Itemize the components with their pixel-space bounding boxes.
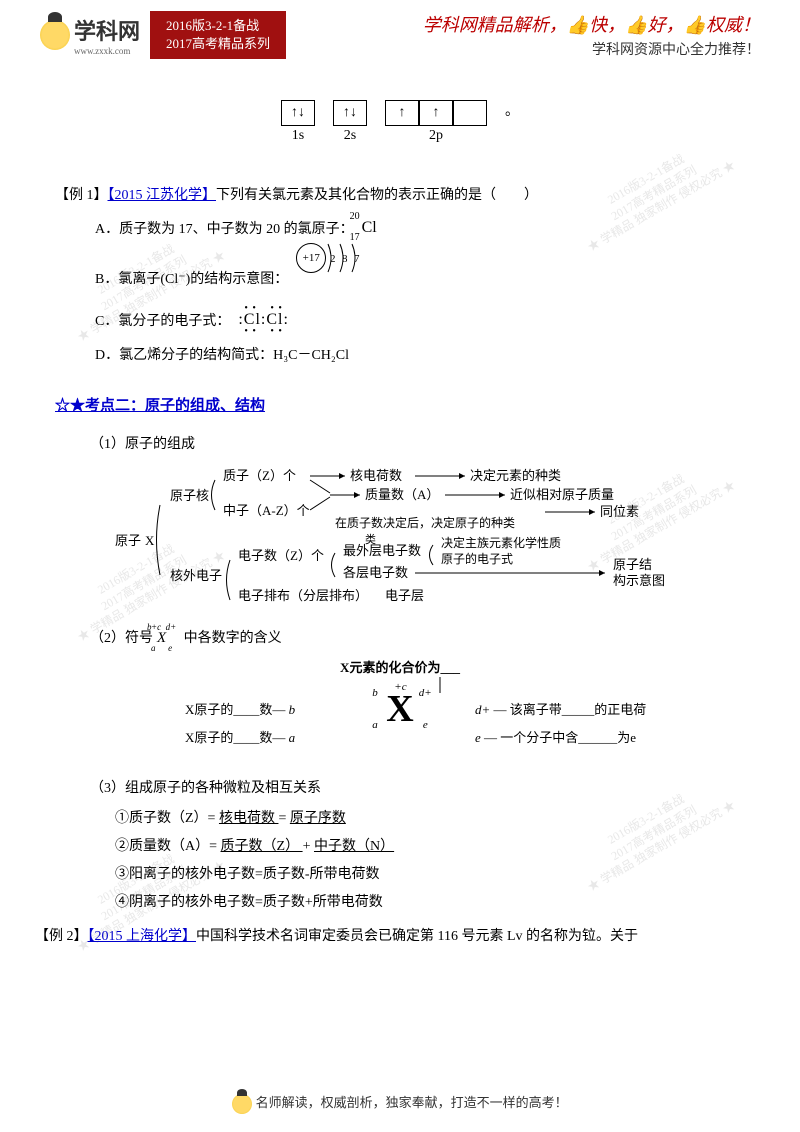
svg-text:构示意图: 构示意图 xyxy=(613,573,665,588)
option-c: C．氯分子的电子式： • • • • • • • • :Cl:Cl: xyxy=(95,310,745,330)
section-title: ☆★考点二：原子的组成、结构 xyxy=(55,394,745,415)
header-slogan: 学科网精品解析，👍快，👍好，👍权威！ xyxy=(423,11,760,37)
option-text: C．氯分子的电子式： xyxy=(95,310,230,330)
orbital-box: ↑ xyxy=(385,100,419,126)
banner-line: 2017高考精品系列 xyxy=(166,35,270,53)
orbital-box: ↑↓ xyxy=(333,100,367,126)
example-tag: 【例 1】 xyxy=(55,188,108,203)
option-d: D．氯乙烯分子的结构简式：H₃C－CH₂Cl xyxy=(95,344,745,364)
header-subtitle: 学科网资源中心全力推荐！ xyxy=(423,39,760,59)
formula-2: ②质量数（A）= 质子数（Z） + 中子数（N） xyxy=(115,835,745,855)
svg-text:核外电子: 核外电子 xyxy=(170,568,222,583)
sub-item-2: （2）符号 +c a X d+ e b 中各数字的含义 xyxy=(90,627,745,647)
formula-3: ③阳离子的核外电子数=质子数-所带电荷数 xyxy=(115,863,745,883)
option-text: A．质子数为 17、中子数为 20 的氯原子： xyxy=(95,218,354,238)
orbital-label: 2p xyxy=(429,128,443,144)
tree-diagram: 原子 X 原子核 质子（Z）个 核电荷数 决定元素的种类 质量数（A） 近似相对… xyxy=(115,465,755,615)
example-1: 【例 1】【2015 江苏化学】下列有关氯元素及其化合物的表示正确的是（ ） xyxy=(55,184,745,204)
svg-text:决定主族元素化学性质: 决定主族元素化学性质 xyxy=(441,535,561,550)
atom-nucleus: +17 xyxy=(296,243,326,273)
svg-text:质量数（A）: 质量数（A） xyxy=(365,487,439,502)
orbital-box: ↑ xyxy=(419,100,453,126)
logo-url: www.zxxk.com xyxy=(74,46,140,56)
example-tag: 【例 2】 xyxy=(35,929,88,944)
svg-text:8: 8 xyxy=(342,253,348,265)
svg-text:原子的电子式: 原子的电子式 xyxy=(441,551,513,566)
series-banner: 2016版3-2-1备战 2017高考精品系列 xyxy=(150,11,286,59)
svg-text:X: X xyxy=(145,533,155,548)
svg-text:各层电子数: 各层电子数 xyxy=(343,565,408,580)
symbol-diagram: X元素的化合价为___ X原子的____数— b b a +c X d+ e d… xyxy=(55,657,745,767)
orbital-label: 1s xyxy=(292,128,304,144)
orbital-box xyxy=(453,100,487,126)
example-2: 【例 2】【2015 上海化学】中国科学技术名词审定委员会已确定第 116 号元… xyxy=(35,925,745,945)
sub-item-3: （3）组成原子的各种微粒及相互关系 xyxy=(90,777,745,797)
banner-line: 2016版3-2-1备战 xyxy=(166,17,270,35)
logo-text: 学科网 xyxy=(74,14,140,46)
svg-text:电子层: 电子层 xyxy=(385,588,424,603)
content: ↑↓ 1s ↑↓ 2s ↑ ↑ 2p 。 【例 1】【2015 江苏化学】下列有… xyxy=(0,70,800,945)
footer-icon xyxy=(232,1094,252,1114)
sub-item-1: （1）原子的组成 xyxy=(90,433,745,453)
option-a: A．质子数为 17、中子数为 20 的氯原子： 20 17 Cl xyxy=(95,218,745,238)
footer-text: 名师解读，权威剖析，独家奉献，打造不一样的高考！ xyxy=(256,1095,568,1110)
svg-text:近似相对原子质量: 近似相对原子质量 xyxy=(510,487,614,502)
svg-text:中子（A-Z）个: 中子（A-Z）个 xyxy=(223,503,310,518)
logo: 学科网 www.zxxk.com xyxy=(0,14,140,56)
header-right: 学科网精品解析，👍快，👍好，👍权威！ 学科网资源中心全力推荐！ xyxy=(423,11,800,59)
example-question: 中国科学技术名词审定委员会已确定第 116 号元素 Lv 的名称为𫟷。关于 xyxy=(196,929,638,944)
lewis-structure: • • • • • • • • :Cl:Cl: xyxy=(238,311,289,329)
example-source: 【2015 江苏化学】 xyxy=(108,188,217,203)
orbital-diagram: ↑↓ 1s ↑↓ 2s ↑ ↑ 2p 。 xyxy=(55,100,745,144)
svg-text:原子核: 原子核 xyxy=(170,488,209,503)
svg-text:在质子数决定后，决定原子的种类: 在质子数决定后，决定原子的种类 xyxy=(335,515,515,530)
svg-text:最外层电子数: 最外层电子数 xyxy=(343,543,421,558)
svg-text:原子结: 原子结 xyxy=(613,557,652,572)
page-header: 学科网 www.zxxk.com 2016版3-2-1备战 2017高考精品系列… xyxy=(0,0,800,70)
svg-text:同位素: 同位素 xyxy=(600,504,639,519)
svg-text:电子排布（分层排布）: 电子排布（分层排布） xyxy=(238,588,368,603)
nuclide-symbol: Cl xyxy=(362,219,377,236)
option-b: B．氯离子(Cl⁻)的结构示意图： +17 287 xyxy=(95,260,745,296)
svg-text:原子: 原子 xyxy=(115,533,141,548)
page-footer: 名师解读，权威剖析，独家奉献，打造不一样的高考！ xyxy=(0,1092,800,1114)
option-text: D．氯乙烯分子的结构简式：H₃C－CH₂Cl xyxy=(95,344,349,364)
svg-text:2: 2 xyxy=(330,253,336,265)
svg-text:核电荷数: 核电荷数 xyxy=(350,468,402,483)
formula-4: ④阴离子的核外电子数=质子数+所带电荷数 xyxy=(115,891,745,911)
option-text: B．氯离子(Cl⁻)的结构示意图： xyxy=(95,268,288,288)
orbital-box: ↑↓ xyxy=(281,100,315,126)
svg-text:质子（Z）个: 质子（Z）个 xyxy=(223,468,296,483)
example-source: 【2015 上海化学】 xyxy=(88,929,197,944)
svg-text:7: 7 xyxy=(354,253,360,265)
formula-1: ①质子数（Z）= 核电荷数 = 原子序数 xyxy=(115,807,745,827)
atom-composition-diagram: 原子 X 原子核 质子（Z）个 核电荷数 决定元素的种类 质量数（A） 近似相对… xyxy=(115,465,745,615)
svg-text:决定元素的种类: 决定元素的种类 xyxy=(470,468,561,483)
orbital-label: 2s xyxy=(344,128,356,144)
logo-icon xyxy=(40,20,70,50)
period: 。 xyxy=(505,100,519,144)
svg-text:电子数（Z）个: 电子数（Z）个 xyxy=(238,548,324,563)
example-question: 下列有关氯元素及其化合物的表示正确的是（ ） xyxy=(216,188,538,203)
